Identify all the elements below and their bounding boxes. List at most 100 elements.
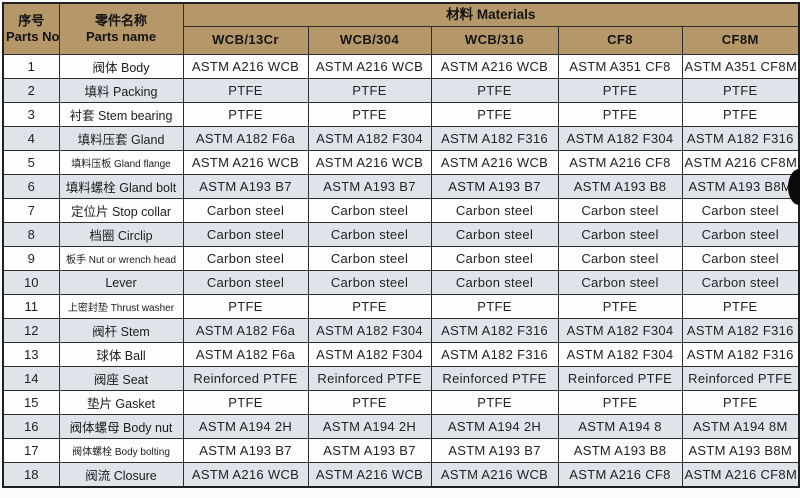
material-cell: ASTM A182 F304 [307,342,432,367]
material-cell: Carbon steel [430,246,559,271]
material-cell: PTFE [182,78,309,103]
material-cell: ASTM A216 WCB [430,150,559,175]
parts-name-cell: 填料压板 Gland flange [58,150,184,175]
material-cell: ASTM A194 8 [557,414,683,439]
material-cell: ASTM A216 CF8M [681,462,800,487]
parts-no-cell: 8 [2,222,60,247]
parts-no-cell: 6 [2,174,60,199]
material-cell: ASTM A193 B8 [557,174,683,199]
material-cell: ASTM A351 CF8M [681,54,800,79]
parts-name-cell: 板手 Nut or wrench head [58,246,184,271]
material-cell: ASTM A182 F304 [557,318,683,343]
parts-no-cell: 16 [2,414,60,439]
material-cell: PTFE [430,102,559,127]
material-cell: Carbon steel [182,198,309,223]
parts-no-cell: 7 [2,198,60,223]
parts-no-cell: 14 [2,366,60,391]
material-cell: Carbon steel [430,198,559,223]
parts-no-cell: 4 [2,126,60,151]
material-cell: PTFE [557,78,683,103]
material-cell: PTFE [681,78,800,103]
parts-no-cell: 12 [2,318,60,343]
scan-artifact-dot [788,169,800,205]
col-header-materials: 材料 Materials [182,2,800,27]
material-cell: ASTM A182 F316 [430,342,559,367]
material-cell: ASTM A194 2H [430,414,559,439]
parts-name-cell: 阀杆 Stem [58,318,184,343]
material-cell: ASTM A193 B8 [557,438,683,463]
material-column-header: CF8 [557,26,683,55]
table-body: 1 阀体 Body ASTM A216 WCB ASTM A216 WCB AS… [2,54,800,487]
table-row: 13 球体 Ball ASTM A182 F6a ASTM A182 F304 … [2,342,800,367]
material-cell: ASTM A193 B8M [681,174,800,199]
material-cell: ASTM A216 WCB [307,54,432,79]
material-cell: Reinforced PTFE [681,366,800,391]
table-row: 12 阀杆 Stem ASTM A182 F6a ASTM A182 F304 … [2,318,800,343]
material-cell: ASTM A216 WCB [307,150,432,175]
table-row: 5 填料压板 Gland flange ASTM A216 WCB ASTM A… [2,150,800,175]
material-cell: PTFE [307,102,432,127]
material-cell: ASTM A193 B7 [182,174,309,199]
material-cell: ASTM A182 F316 [681,318,800,343]
material-cell: PTFE [182,102,309,127]
material-cell: PTFE [430,78,559,103]
col-header-parts-no: 序号 Parts No. [2,2,60,55]
parts-name-cell: 阀体 Body [58,54,184,79]
material-cell: ASTM A182 F304 [307,318,432,343]
parts-no-cell: 17 [2,438,60,463]
material-cell: PTFE [430,390,559,415]
col-header-parts-no-en: Parts No. [6,29,59,44]
col-header-parts-name-zh: 零件名称 [94,13,147,29]
parts-no-cell: 18 [2,462,60,487]
material-cell: ASTM A182 F6a [182,342,309,367]
material-column-header: CF8M [681,26,800,55]
parts-no-cell: 10 [2,270,60,295]
material-cell: Carbon steel [182,270,309,295]
table-row: 14 阀座 Seat Reinforced PTFE Reinforced PT… [2,366,800,391]
material-cell: PTFE [557,102,683,127]
parts-name-cell: 垫片 Gasket [58,390,184,415]
parts-name-cell: 阀体螺母 Body nut [58,414,184,439]
material-cell: ASTM A216 CF8 [557,462,683,487]
material-cell: ASTM A182 F316 [681,342,800,367]
material-cell: Carbon steel [307,198,432,223]
table-row: 9 板手 Nut or wrench head Carbon steel Car… [2,246,800,271]
material-cell: Reinforced PTFE [430,366,559,391]
material-cell: ASTM A193 B7 [307,174,432,199]
parts-no-cell: 11 [2,294,60,319]
parts-name-cell: 阀流 Closure [58,462,184,487]
material-cell: ASTM A216 CF8 [557,150,683,175]
material-cell: Carbon steel [681,246,800,271]
material-cell: Reinforced PTFE [307,366,432,391]
parts-no-cell: 15 [2,390,60,415]
material-cell: ASTM A182 F316 [430,126,559,151]
material-cell: Reinforced PTFE [182,366,309,391]
table-row: 2 填料 Packing PTFE PTFE PTFE PTFE PTFE [2,78,800,103]
material-column-header: WCB/304 [307,26,432,55]
parts-name-cell: 填料 Packing [58,78,184,103]
table-row: 8 档圈 Circlip Carbon steel Carbon steel C… [2,222,800,247]
parts-name-cell: 档圈 Circlip [58,222,184,247]
parts-no-cell: 1 [2,54,60,79]
material-cell: Carbon steel [681,198,800,223]
material-columns-row: WCB/13Cr WCB/304 WCB/316 CF8 CF8M [3,26,800,55]
col-header-parts-name: 零件名称 Parts name [58,2,184,55]
material-cell: ASTM A193 B7 [182,438,309,463]
table-row: 11 上密封垫 Thrust washer PTFE PTFE PTFE PTF… [2,294,800,319]
material-cell: ASTM A182 F304 [557,342,683,367]
material-cell: Carbon steel [307,270,432,295]
table-row: 1 阀体 Body ASTM A216 WCB ASTM A216 WCB AS… [2,54,800,79]
parts-name-cell: 衬套 Stem bearing [58,102,184,127]
material-cell: ASTM A194 2H [182,414,309,439]
material-cell: PTFE [557,294,683,319]
material-cell: Carbon steel [557,246,683,271]
material-cell: ASTM A216 WCB [182,54,309,79]
material-cell: ASTM A182 F6a [182,126,309,151]
table-row: 16 阀体螺母 Body nut ASTM A194 2H ASTM A194 … [2,414,800,439]
parts-no-cell: 2 [2,78,60,103]
table-row: 6 填料螺栓 Gland bolt ASTM A193 B7 ASTM A193… [2,174,800,199]
material-cell: PTFE [182,390,309,415]
material-cell: Carbon steel [557,198,683,223]
material-cell: Carbon steel [681,222,800,247]
